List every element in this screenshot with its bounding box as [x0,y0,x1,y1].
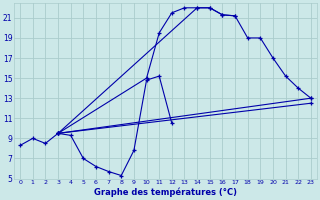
X-axis label: Graphe des températures (°C): Graphe des températures (°C) [94,188,237,197]
